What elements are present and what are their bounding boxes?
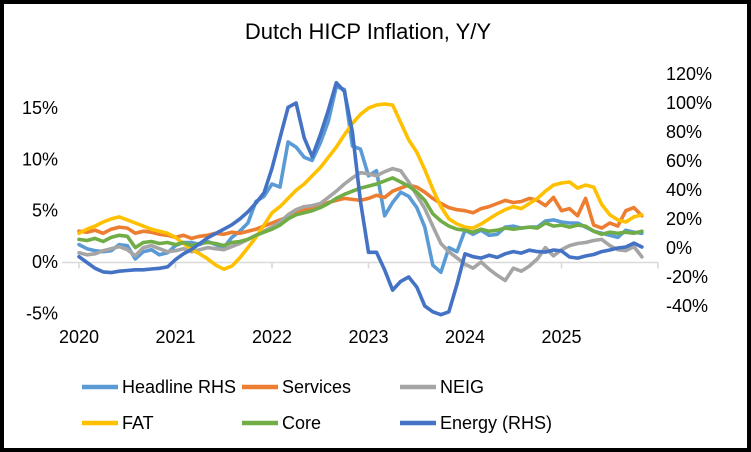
- y-axis-label-left: 10%: [22, 149, 58, 169]
- x-axis-label: 2023: [348, 327, 388, 347]
- x-axis-label: 2024: [445, 327, 485, 347]
- legend-label-services: Services: [282, 377, 351, 397]
- legend-item-headline-rhs: Headline RHS: [82, 377, 236, 397]
- legend-label-energy-rhs: Energy (RHS): [440, 413, 552, 433]
- legend-item-services: Services: [242, 377, 351, 397]
- y-axis-label-right: 100%: [666, 93, 712, 113]
- x-axis-label: 2020: [59, 327, 99, 347]
- y-axis-label-right: 40%: [666, 180, 702, 200]
- legend-label-fat: FAT: [122, 413, 154, 433]
- y-axis-label-right: 0%: [666, 238, 692, 258]
- y-axis-label-left: 0%: [32, 252, 58, 272]
- series-layer: [77, 80, 644, 317]
- legend-item-energy-rhs: Energy (RHS): [400, 413, 552, 433]
- series-line-fat: [77, 102, 644, 272]
- y-axis-label-left: 5%: [32, 201, 58, 221]
- y-axis-label-right: 20%: [666, 209, 702, 229]
- legend-label-core: Core: [282, 413, 321, 433]
- y-axis-label-left: 15%: [22, 98, 58, 118]
- y-axis-label-right: 80%: [666, 122, 702, 142]
- x-axis-label: 2025: [541, 327, 581, 347]
- x-axis-label: 2022: [252, 327, 292, 347]
- legend-label-headline-rhs: Headline RHS: [122, 377, 236, 397]
- chart-title: Dutch HICP Inflation, Y/Y: [245, 19, 492, 44]
- axis-layer: 2020 2021 2022 2023 2024 2025 15% 10% 5% 0% -5% 120…: [22, 64, 712, 347]
- legend-label-neig: NEIG: [440, 377, 484, 397]
- y-axis-label-left: -5%: [26, 303, 58, 323]
- legend-item-core: Core: [242, 413, 321, 433]
- x-axis-label: 2021: [155, 327, 195, 347]
- y-axis-label-right: 60%: [666, 151, 702, 171]
- series-line-headline-rhs: [77, 84, 644, 275]
- series-line-energy-rhs: [77, 80, 644, 317]
- legend-item-neig: NEIG: [400, 377, 484, 397]
- legend-item-fat: FAT: [82, 413, 154, 433]
- y-axis-label-right: 120%: [666, 64, 712, 84]
- y-axis-label-right: -20%: [666, 267, 708, 287]
- y-axis-label-right: -40%: [666, 296, 708, 316]
- legend-layer: Headline RHS Services NEIG FAT Core Energy (R…: [82, 377, 552, 433]
